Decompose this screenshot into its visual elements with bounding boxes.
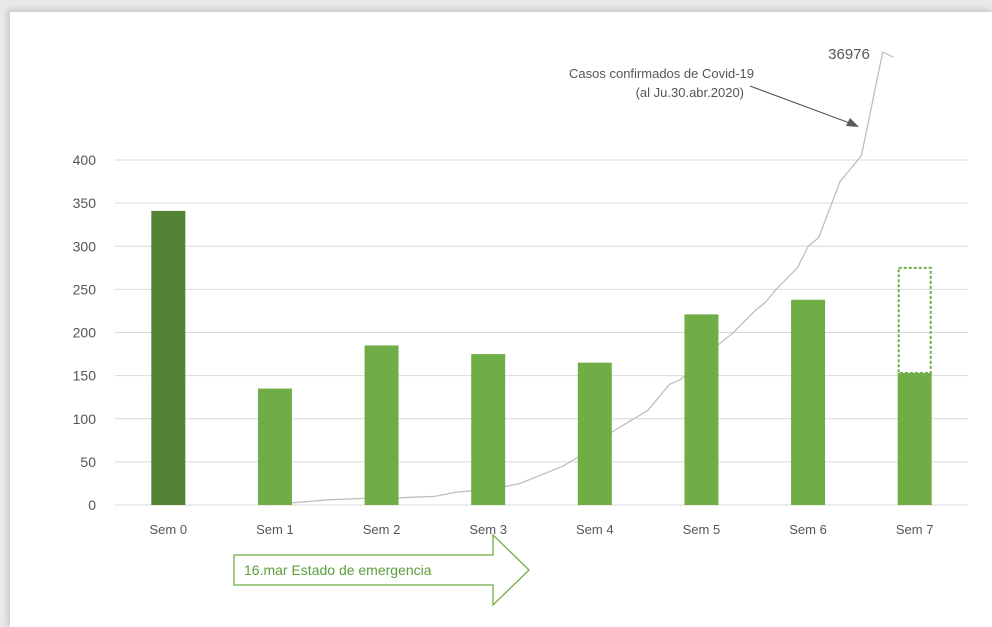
x-tick-label: Sem 1 [256,522,294,537]
x-tick-label: Sem 2 [363,522,401,537]
cases-line-label-2: (al Ju.30.abr.2020) [636,85,744,100]
weekly-bar-chart: 0 50 100 150 200 250 300 350 400 Sem 0 Sem 1 Sem 2… [73,46,968,607]
chart-card: 0 50 100 150 200 250 300 350 400 Sem 0 Sem 1 Sem 2… [10,12,992,627]
emergency-arrow-label: 16.mar Estado de emergencia [244,562,432,578]
y-tick-label: 50 [80,454,96,470]
y-tick-label: 100 [73,411,97,427]
bar-sem-4 [577,362,612,505]
y-tick-label: 400 [73,152,97,168]
y-tick-label: 150 [73,368,97,384]
bar-sem-6 [791,299,826,505]
y-tick-label: 350 [73,195,97,211]
x-tick-label: Sem 4 [576,522,614,537]
bar-sem-7 [897,373,932,505]
cases-line-label-1: Casos confirmados de Covid-19 [569,66,754,81]
bar-sem-3 [471,354,506,505]
x-tick-label: Sem 6 [789,522,827,537]
x-tick-label: Sem 7 [896,522,934,537]
cases-pointer-arrow [749,85,856,126]
x-tick-label: Sem 3 [469,522,507,537]
y-tick-label: 250 [73,281,97,297]
y-tick-label: 0 [88,497,96,513]
bar-sem-1 [257,388,292,505]
x-tick-label: Sem 5 [683,522,721,537]
cases-peak-value: 36976 [828,46,870,63]
x-tick-label: Sem 0 [150,522,188,537]
bar-sem-5 [684,314,719,505]
bar-sem-2 [364,345,399,505]
y-tick-label: 300 [73,238,97,254]
projected-bar-outline [897,266,932,375]
emergency-arrow-shape [233,533,530,607]
bar-sem-0 [151,210,186,505]
cases-pointer-arrowhead [846,118,859,127]
y-tick-label: 200 [73,325,97,341]
